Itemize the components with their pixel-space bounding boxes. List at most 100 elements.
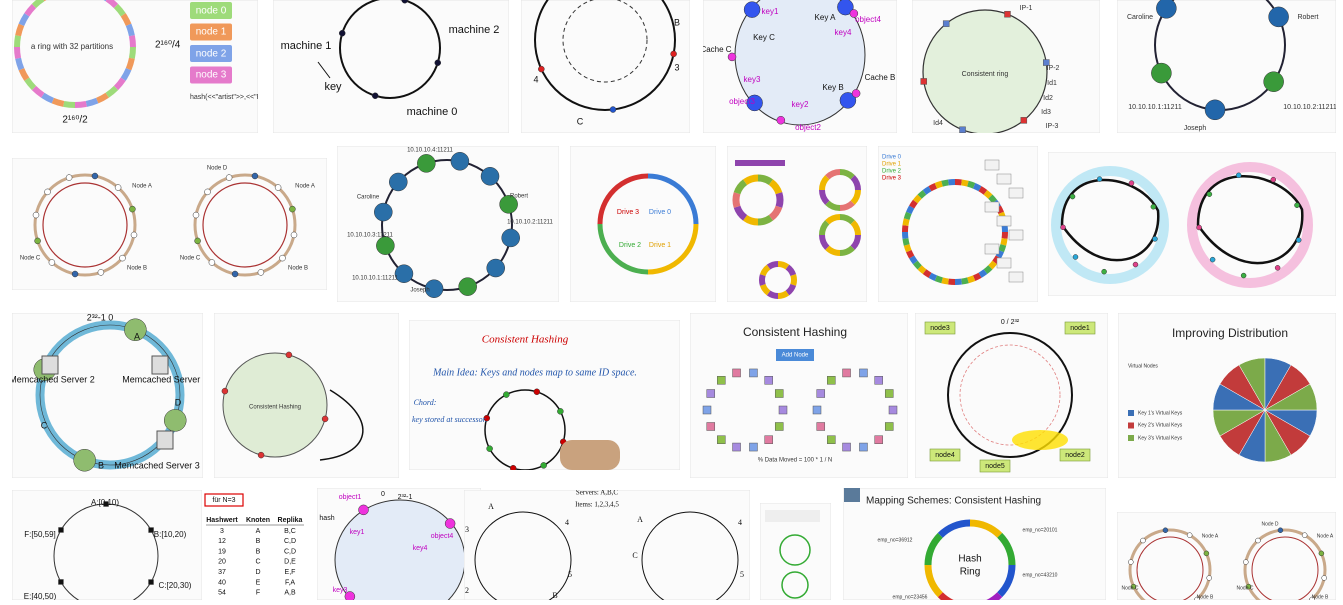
ring-segment (769, 264, 778, 267)
label: A (637, 515, 643, 524)
ring-node (445, 519, 455, 529)
ring-segment (936, 278, 942, 280)
label: Consistent ring (962, 71, 1009, 78)
label: node 3 (196, 70, 227, 81)
ring-node (1187, 533, 1192, 538)
result-thumbnail[interactable] (727, 146, 867, 302)
label: Key B (822, 83, 843, 92)
label: object2 (795, 123, 821, 132)
ring-segment (907, 245, 909, 251)
label: Memcached Server 2 (9, 374, 95, 384)
ring-node (205, 189, 211, 195)
table-cell: B (256, 548, 261, 555)
table-cell: E (256, 579, 261, 586)
ring-node (1102, 269, 1107, 274)
ring-segment (909, 251, 912, 257)
ring-node (35, 238, 41, 244)
ring-node (129, 206, 135, 212)
label: Ring (960, 567, 981, 578)
ring-segment (778, 293, 787, 296)
ring-node (149, 580, 154, 585)
ring-node (1271, 177, 1276, 182)
label: emp_no=36912 (878, 537, 913, 543)
label: Node A (1317, 533, 1334, 539)
server (42, 356, 58, 374)
ring-segment (974, 186, 980, 189)
ring-segment (942, 182, 948, 183)
ring-node (359, 505, 369, 515)
table-cell: 19 (218, 548, 226, 555)
result-thumbnail[interactable]: RobertCarolineJoseph10.10.10.4:1121110.1… (337, 146, 559, 302)
ring-node (66, 175, 72, 181)
page-icon (985, 244, 999, 254)
ring-node (777, 116, 785, 124)
table-cell: C (255, 559, 260, 566)
ring-node (487, 446, 493, 452)
thumbnail-background (1117, 512, 1336, 600)
ring-segment (762, 275, 763, 285)
label: Hash (958, 554, 981, 565)
label: Key 2's Virtual Keys (1138, 422, 1183, 428)
thumbnail-background (273, 0, 509, 133)
label: Add Node (782, 353, 809, 359)
label: Drive 1 (649, 242, 671, 249)
label: Id3 (1041, 109, 1051, 116)
label: 4 (565, 518, 569, 527)
ring-node (921, 78, 927, 84)
label: 2¹⁶⁰/2 (62, 115, 88, 126)
label: 3 (674, 62, 679, 72)
table-cell: A,B (284, 590, 296, 597)
label: object4 (855, 15, 881, 24)
ring-segment (745, 178, 758, 182)
result-thumbnail[interactable] (760, 503, 831, 600)
ring-node (209, 259, 215, 265)
result-thumbnail[interactable]: A:[0,10)B:[10,20)C:[20,30)E:[40,50)F:[50… (12, 490, 202, 600)
ring-segment (915, 262, 919, 267)
page-icon (997, 258, 1011, 268)
label: % Data Moved = 100 * 1 / N (758, 458, 833, 464)
ring-node (258, 452, 264, 458)
label: Node B (288, 266, 308, 272)
ring-node (875, 376, 883, 384)
ring-segment (909, 207, 912, 213)
ring-node (291, 232, 297, 238)
label: 10.10.10.1:11211 (352, 276, 398, 282)
label: Key 3's Virtual Keys (1138, 435, 1183, 441)
ring-node (45, 189, 51, 195)
ring-node (943, 21, 949, 27)
ring-node (92, 173, 98, 179)
ring-segment (974, 275, 980, 278)
ring-segment (129, 58, 132, 69)
ring-node (1197, 225, 1202, 230)
table-cell: B,C (284, 528, 296, 535)
ring-segment (75, 104, 86, 105)
label: object4 (431, 533, 454, 540)
result-thumbnail[interactable]: Consistent Hashing (214, 313, 399, 478)
label: Drive 3 (882, 176, 902, 182)
label: 0 (381, 491, 385, 498)
result-thumbnail[interactable]: Mapping Schemes: Consistent HashingHashR… (843, 488, 1106, 600)
label: 3 (465, 525, 469, 534)
label: Node A (132, 184, 152, 190)
label: Id4 (933, 120, 943, 127)
ring-node (1296, 238, 1301, 243)
result-thumbnail[interactable] (1048, 152, 1336, 296)
